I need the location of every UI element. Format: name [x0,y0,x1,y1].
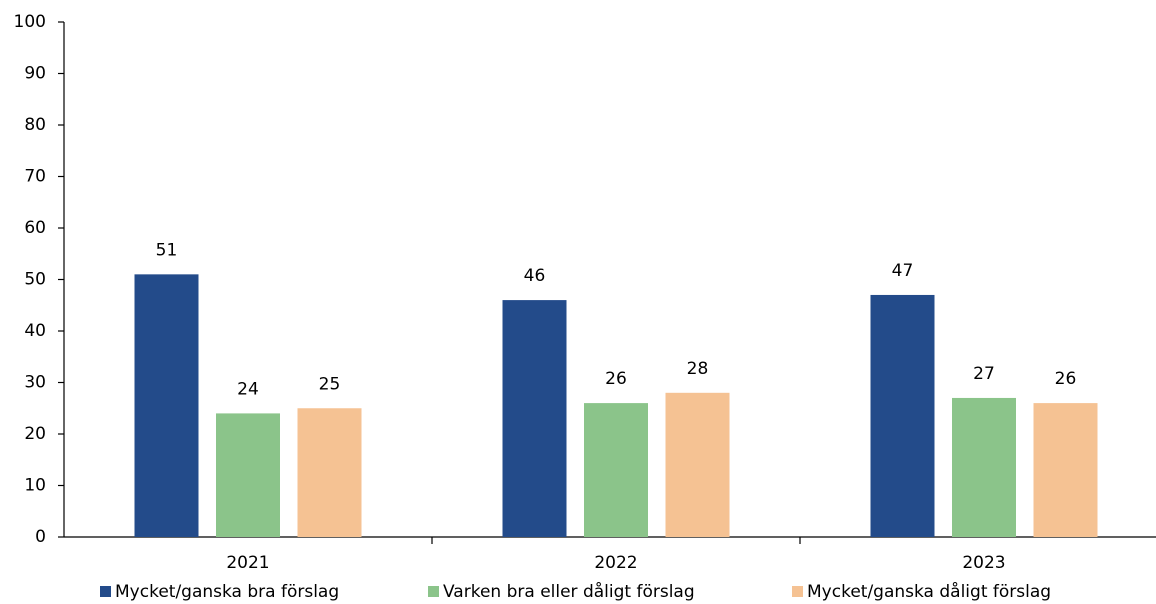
bar [665,392,730,537]
data-label: 24 [237,379,259,399]
data-label: 26 [1055,369,1077,389]
bar [952,397,1016,537]
data-label: 27 [973,364,995,384]
x-tick-label: 2021 [226,553,269,573]
bar [134,274,199,537]
bar [502,300,567,537]
data-label: 46 [524,266,546,286]
y-tick-label: 50 [24,270,46,290]
y-tick-label: 40 [24,321,46,341]
y-tick-label: 20 [24,424,46,444]
bar [584,403,648,537]
legend-label: Varken bra eller dåligt förslag [443,581,695,602]
bar [1033,403,1098,537]
y-tick-label: 80 [24,115,46,135]
data-label: 47 [892,261,914,281]
y-tick-label: 30 [24,373,46,393]
data-label: 25 [319,374,341,394]
data-label: 28 [687,359,709,379]
legend-label: Mycket/ganska bra förslag [115,582,339,602]
y-tick-label: 0 [35,527,46,547]
x-tick-label: 2023 [962,553,1005,573]
bar [297,408,362,537]
y-tick-label: 60 [24,218,46,238]
legend-swatch [428,586,439,597]
legend-label: Mycket/ganska dåligt förslag [807,581,1051,602]
y-tick-label: 10 [24,476,46,496]
x-tick-label: 2022 [594,553,637,573]
bar [216,413,280,537]
y-tick-label: 100 [14,12,46,32]
data-label: 26 [605,369,627,389]
bar [870,294,935,537]
legend-swatch [100,586,111,597]
y-tick-label: 90 [24,64,46,84]
y-tick-label: 70 [24,167,46,187]
data-label: 51 [156,240,178,260]
legend-swatch [792,586,803,597]
